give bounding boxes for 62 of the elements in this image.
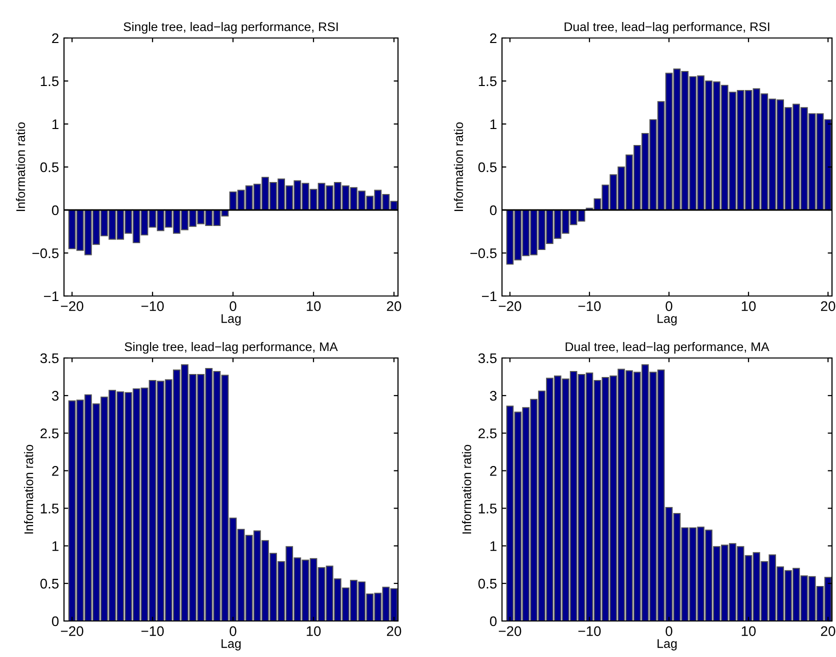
y-tick-label: −1 (44, 291, 58, 302)
x-tick-label: −10 (141, 626, 164, 636)
x-tick-label: −10 (578, 626, 601, 636)
y-axis-title: Information ratio (16, 122, 26, 211)
chart-title: Single tree, lead−lag performance, RSI (124, 22, 338, 34)
y-tick-label: 2 (52, 466, 58, 476)
y-tick-label: 1 (52, 541, 58, 551)
y-tick-label: 2 (490, 466, 496, 476)
y-tick-label: 1 (490, 541, 496, 551)
y-tick-label: 2.5 (478, 428, 497, 438)
x-axis-title: Lag (222, 639, 241, 650)
x-tick-label: −20 (498, 626, 522, 636)
x-tick-label: −20 (60, 301, 84, 312)
x-tick-label: 20 (386, 626, 402, 636)
y-tick-label: 0 (52, 616, 59, 626)
chart-title: Dual tree, lead−lag performance, MA (566, 342, 770, 354)
y-tick-label: 2 (52, 33, 58, 44)
x-tick-label: −10 (578, 301, 601, 312)
y-tick-label: 1.5 (40, 504, 59, 514)
y-tick-label: 0.5 (478, 578, 497, 589)
y-axis-title: Information ratio (24, 444, 34, 534)
x-tick-label: 0 (230, 626, 236, 636)
x-tick-label: 0 (230, 301, 236, 312)
y-tick-label: 1.5 (478, 76, 497, 86)
y-tick-label: −1 (482, 291, 496, 302)
y-tick-label: 0 (52, 205, 59, 216)
x-tick-label: 0 (666, 626, 672, 636)
y-axis-title: Information ratio (454, 122, 464, 211)
y-tick-label: 2 (490, 33, 496, 44)
x-tick-label: 20 (821, 301, 836, 312)
y-tick-label: 3 (490, 390, 497, 401)
y-tick-label: 0.5 (40, 162, 59, 172)
y-tick-label: 3.5 (478, 353, 497, 364)
y-tick-label: 1.5 (478, 504, 497, 514)
y-tick-label: −0.5 (32, 248, 59, 258)
y-tick-label: 0.5 (40, 578, 59, 589)
x-axis-title: Lag (222, 314, 241, 326)
x-tick-label: 10 (306, 626, 321, 636)
x-tick-label: 0 (666, 301, 672, 312)
y-axis-title: Information ratio (462, 444, 472, 534)
x-axis-title: Lag (658, 314, 677, 326)
x-axis-title: Lag (658, 639, 677, 650)
chart-title: Single tree, lead−lag performance, MA (124, 342, 338, 354)
y-tick-label: 1 (490, 119, 496, 130)
y-tick-label: 3.5 (40, 353, 59, 364)
x-tick-label: −20 (60, 626, 84, 636)
x-tick-label: −20 (498, 301, 522, 312)
y-tick-label: 1 (52, 119, 58, 130)
y-tick-label: 0 (490, 205, 497, 216)
x-tick-label: 20 (821, 626, 836, 636)
y-tick-label: 0.5 (478, 162, 497, 172)
x-tick-label: 10 (742, 301, 756, 312)
x-tick-label: 10 (306, 301, 321, 312)
y-tick-label: 2.5 (40, 428, 59, 438)
x-tick-label: 10 (742, 626, 756, 636)
y-tick-label: 1.5 (40, 76, 59, 86)
chart-title: Dual tree, lead−lag performance, RSI (564, 22, 770, 34)
x-tick-label: −10 (141, 301, 164, 312)
y-tick-label: 3 (52, 390, 59, 401)
y-tick-label: −0.5 (470, 248, 497, 258)
x-tick-label: 20 (386, 301, 402, 312)
y-tick-label: 0 (490, 616, 497, 626)
